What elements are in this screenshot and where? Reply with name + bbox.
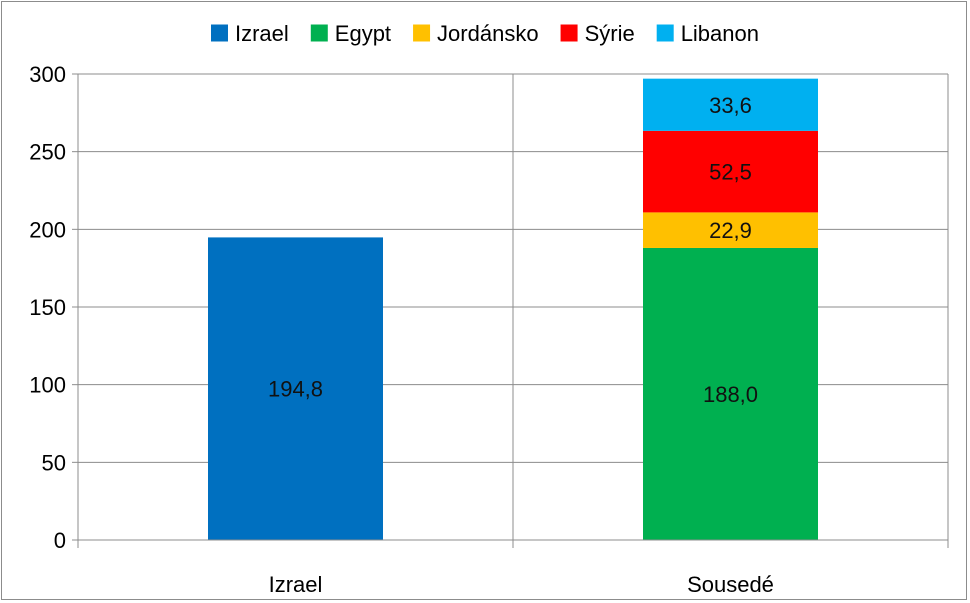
y-axis-tick-labels: 0 50 100 150 200 250 300 bbox=[29, 62, 66, 553]
bar-jord-nsko bbox=[643, 212, 818, 248]
y-tick-label: 150 bbox=[29, 295, 66, 320]
bar-s-rie bbox=[643, 130, 818, 213]
legend-label: Sýrie bbox=[585, 21, 635, 46]
data-label: 52,5 bbox=[709, 160, 752, 185]
bars bbox=[208, 78, 818, 541]
data-labels: 194,8 188,0 22,9 52,5 33,6 bbox=[268, 93, 758, 407]
legend-label: Libanon bbox=[681, 21, 759, 46]
legend-swatch bbox=[210, 24, 228, 42]
legend-label: Izrael bbox=[235, 21, 289, 46]
axes bbox=[72, 73, 949, 548]
y-tick-label: 0 bbox=[54, 528, 66, 553]
legend-swatch bbox=[413, 24, 431, 42]
bar-egypt bbox=[643, 247, 818, 540]
legend: Izrael Egypt Jordánsko Sýrie Libanon bbox=[210, 21, 759, 46]
data-label: 22,9 bbox=[709, 218, 752, 243]
legend-swatch bbox=[656, 24, 674, 42]
legend-label: Jordánsko bbox=[437, 21, 539, 46]
y-tick-label: 200 bbox=[29, 217, 66, 242]
y-tick-label: 100 bbox=[29, 373, 66, 398]
x-category-label: Izrael bbox=[269, 572, 323, 597]
bar-izrael bbox=[208, 237, 383, 541]
y-tick-label: 250 bbox=[29, 140, 66, 165]
legend-label: Egypt bbox=[335, 21, 391, 46]
y-tick-label: 300 bbox=[29, 62, 66, 87]
x-category-label: Sousedé bbox=[687, 572, 774, 597]
x-axis-category-labels: Izrael Sousedé bbox=[269, 572, 774, 597]
data-label: 194,8 bbox=[268, 377, 323, 402]
data-label: 188,0 bbox=[703, 382, 758, 407]
data-label: 33,6 bbox=[709, 93, 752, 118]
y-tick-label: 50 bbox=[42, 450, 66, 475]
bar-libanon bbox=[643, 78, 818, 131]
legend-swatch bbox=[310, 24, 328, 42]
legend-swatch bbox=[560, 24, 578, 42]
